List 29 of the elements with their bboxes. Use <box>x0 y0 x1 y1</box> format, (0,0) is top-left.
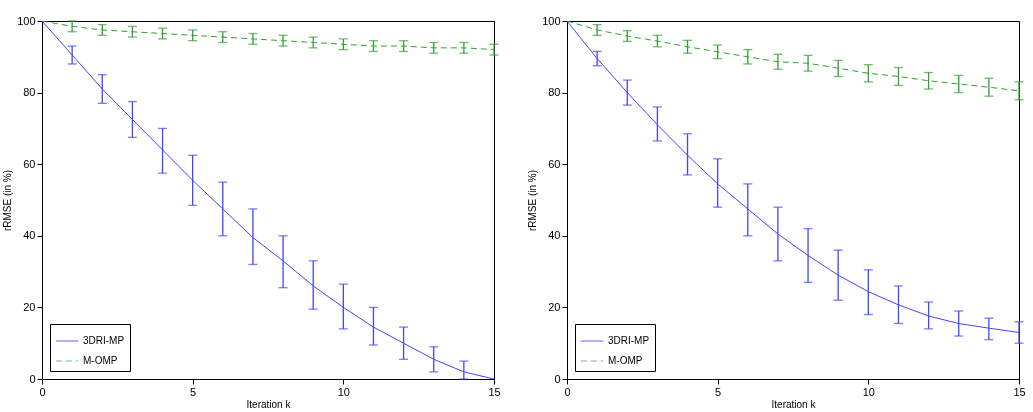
x-tick-label: 5 <box>190 385 197 398</box>
y-tick-label: 60 <box>548 157 561 170</box>
y-tick-label: 0 <box>29 372 36 385</box>
legend-label: 3DRI-MP <box>608 335 650 346</box>
x-tick-label: 0 <box>564 385 571 398</box>
y-tick-label: 60 <box>23 157 36 170</box>
y-tick-label: 100 <box>542 14 561 27</box>
x-axis-title: Iteration k <box>771 398 817 410</box>
y-tick-label: 80 <box>23 86 36 99</box>
y-tick-label: 20 <box>23 300 36 313</box>
x-tick-label: 10 <box>862 385 875 398</box>
y-tick-label: 20 <box>548 300 561 313</box>
y-tick-label: 100 <box>17 14 36 27</box>
x-tick-label: 0 <box>39 385 46 398</box>
legend-label: 3DRI-MP <box>83 335 125 346</box>
line-series <box>42 21 494 51</box>
y-tick-label: 0 <box>554 372 561 385</box>
y-tick-label: 80 <box>548 86 561 99</box>
x-tick-label: 10 <box>337 385 350 398</box>
y-axis-title: rRMSE (in %) <box>2 169 14 232</box>
y-axis-title: rRMSE (in %) <box>527 169 539 232</box>
x-tick-label: 15 <box>1013 385 1026 398</box>
y-tick-label: 40 <box>23 229 36 242</box>
legend-label: M-OMP <box>83 355 118 366</box>
x-tick-label: 15 <box>488 385 501 398</box>
y-tick-label: 40 <box>548 229 561 242</box>
x-tick-label: 5 <box>715 385 722 398</box>
x-axis-title: Iteration k <box>246 398 292 410</box>
legend-label: M-OMP <box>608 355 643 366</box>
